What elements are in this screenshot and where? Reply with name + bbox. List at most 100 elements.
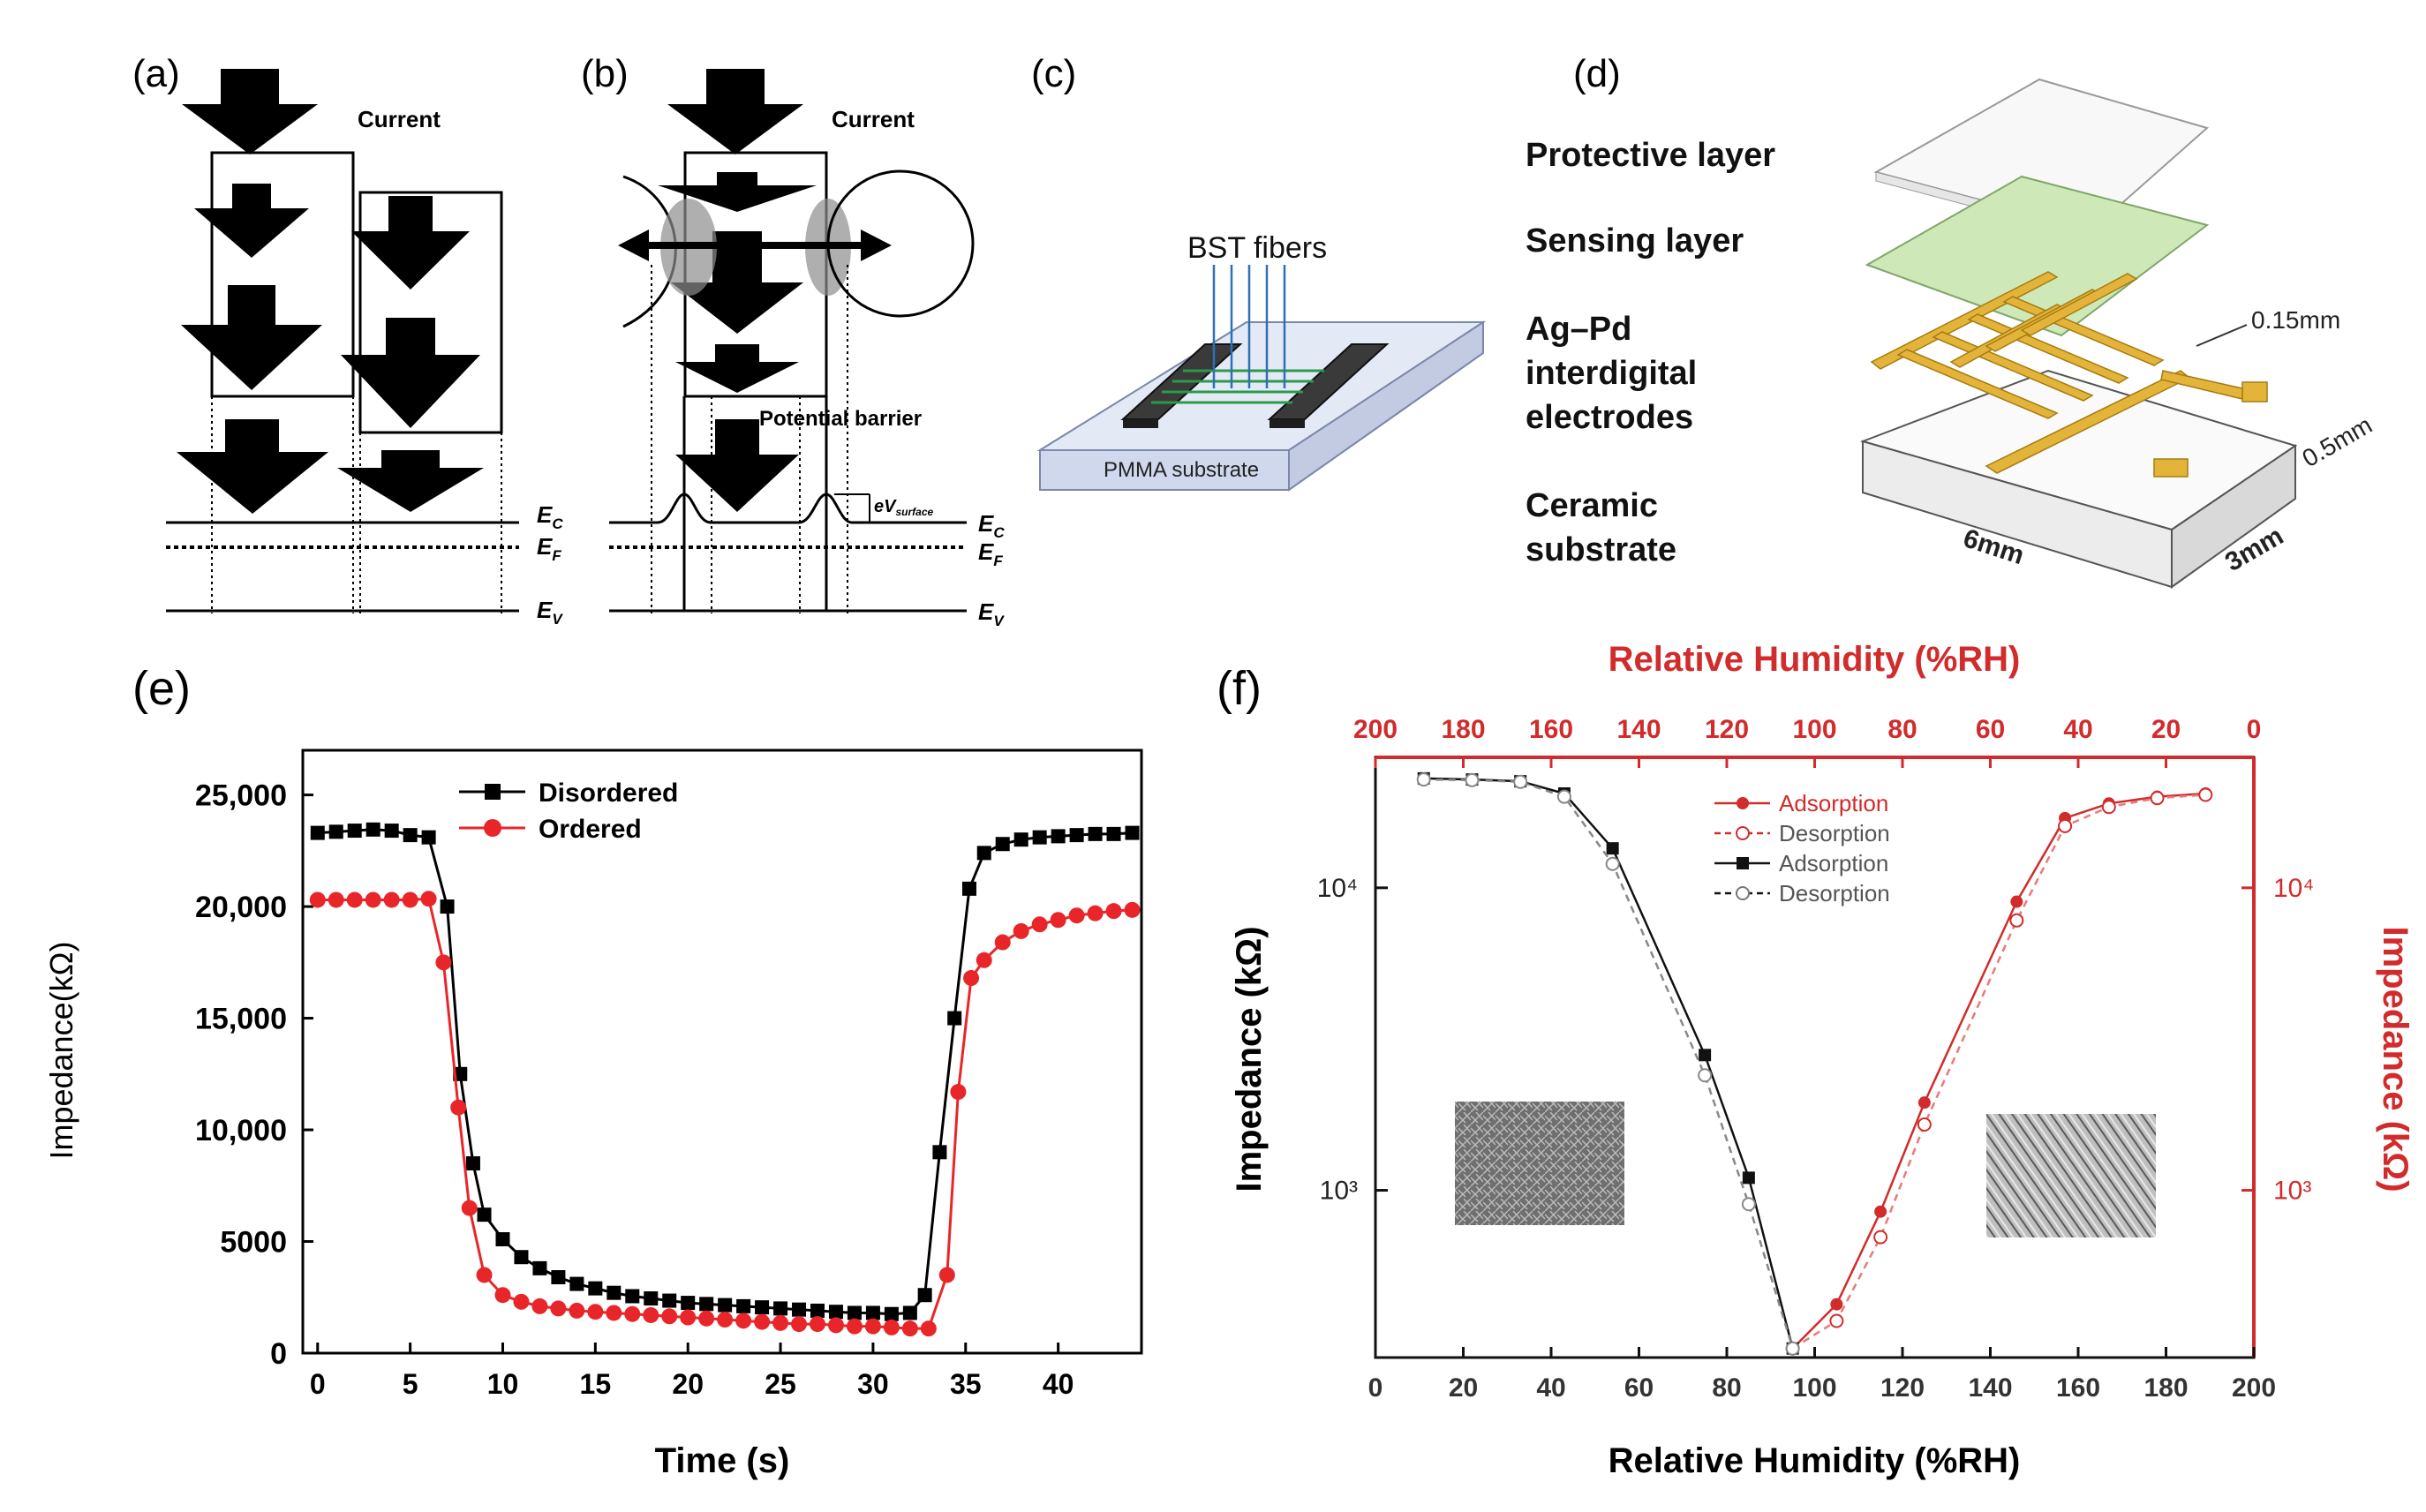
current-label-b: Current [832, 106, 915, 132]
electrode-label-1: Ag–Pd [1526, 311, 1631, 348]
data-point-ordered [643, 1306, 659, 1323]
y-tick-label-e: 25,000 [195, 779, 287, 813]
bst-fibers-green [1151, 369, 1324, 404]
interdigital-electrodes [1870, 271, 2268, 478]
data-point-ordered [1050, 912, 1066, 929]
data-point-f-0 [1917, 1096, 1931, 1110]
data-point-ordered [938, 1267, 955, 1283]
legend-disordered: Disordered [539, 779, 678, 808]
potential-barrier-label: Potential barrier [759, 407, 922, 431]
electrode-label-3: electrodes [1526, 399, 1693, 436]
grain-box-right [358, 191, 503, 434]
ec-barrier-line [609, 493, 967, 524]
legend-e: Disordered Ordered [459, 779, 678, 844]
x2-tick-label-f: 200 [1353, 715, 1398, 744]
current-label: Current [358, 106, 441, 132]
y-axis-title-e: Impedance(kΩ) [43, 941, 79, 1159]
data-point-disordered [625, 1289, 640, 1304]
panel-e-chart: (e) 0 5 10 15 20 25 30 35 40 0 5000 10,000 15,000 20… [43, 662, 1143, 1480]
x-tick-label-e: 30 [857, 1368, 889, 1400]
ef-label: EF [537, 533, 561, 564]
x2-tick-label-f: 60 [1976, 715, 2005, 744]
data-point-disordered [569, 1276, 584, 1291]
data-point-ordered [587, 1304, 604, 1320]
data-point-disordered [932, 1145, 947, 1160]
ev-surface-label: eVsurface [874, 497, 933, 518]
y-tick-label-e: 20,000 [195, 891, 287, 924]
data-point-f-1 [2198, 787, 2213, 802]
data-point-ordered [950, 1084, 967, 1101]
x2-ticks-f: 200 180 160 140 120 100 80 60 40 20 0 [1353, 715, 2261, 768]
data-point-disordered [606, 1285, 622, 1300]
x-tick-label-e: 0 [310, 1368, 326, 1400]
x-tick-label-f: 20 [1449, 1373, 1478, 1403]
data-point-ordered [698, 1310, 715, 1327]
x-tick-label-f: 80 [1712, 1373, 1741, 1403]
x2-tick-label-f: 20 [2151, 715, 2181, 744]
data-point-ordered [735, 1313, 752, 1329]
data-point-ordered [569, 1302, 585, 1319]
x-tick-label-f: 180 [2143, 1373, 2188, 1403]
data-point-disordered [403, 828, 418, 843]
data-point-ordered [791, 1316, 808, 1333]
data-point-f-1 [2101, 800, 2116, 815]
data-point-ordered [846, 1318, 863, 1335]
data-point-ordered [461, 1200, 478, 1216]
data-point-disordered [477, 1207, 492, 1222]
x-tick-label-f: 140 [1968, 1373, 2012, 1403]
data-point-f-1 [2009, 913, 2024, 928]
data-point-disordered [328, 824, 343, 839]
data-point-disordered [440, 899, 455, 914]
data-point-disordered [681, 1296, 696, 1311]
y-axis-title-f: Impedance (kΩ) [1230, 926, 1269, 1192]
data-point-ordered [717, 1312, 734, 1328]
data-point-disordered [755, 1300, 770, 1315]
current-arrows [177, 69, 484, 514]
data-point-disordered [495, 1231, 510, 1246]
protective-layer-label: Protective layer [1526, 137, 1775, 174]
data-point-f-1 [2058, 818, 2073, 833]
data-point-ordered [309, 891, 326, 908]
data-point-ordered [346, 891, 363, 908]
data-point-ordered [963, 970, 980, 987]
data-point-disordered [532, 1260, 547, 1275]
data-point-disordered [947, 1011, 962, 1026]
panel-f-label: (f) [1217, 662, 1262, 715]
x2-tick-label-f: 40 [2063, 715, 2092, 744]
data-point-f-3 [1785, 1341, 1800, 1356]
ceramic-label-1: Ceramic [1526, 487, 1658, 524]
x2-tick-label-f: 0 [2247, 715, 2262, 744]
data-point-f-3 [1513, 774, 1528, 789]
plot-frame-f [1374, 756, 2256, 1359]
data-point-ordered [864, 1318, 881, 1335]
x2-tick-label-f: 180 [1441, 715, 1485, 744]
data-point-disordered [1051, 829, 1066, 844]
data-point-f-2 [1699, 1049, 1712, 1062]
data-point-ordered [420, 891, 437, 907]
x-axis-title-f: Relative Humidity (%RH) [1609, 1441, 2021, 1480]
data-point-disordered [514, 1250, 529, 1265]
data-point-f-2 [1606, 842, 1619, 855]
data-point-f-2 [1742, 1171, 1755, 1185]
y2-tick-label-f: 10⁴ [2273, 874, 2314, 903]
ec-label: EC [537, 501, 563, 532]
grain-box-left [210, 151, 355, 398]
series-line-f-3 [1423, 778, 1794, 1350]
sensing-layer-sheet [1865, 175, 2210, 337]
panel-f-chart: (f) 0 20 40 60 80 100 120 140 160 180 200 200 180 16… [1217, 640, 2415, 1480]
data-point-disordered [644, 1291, 659, 1306]
x-tick-label-f: 60 [1624, 1373, 1654, 1403]
panel-e-label: (e) [132, 662, 191, 715]
data-point-ordered [772, 1314, 789, 1331]
data-point-ordered [1068, 907, 1085, 924]
panel-a: (a) Current EC EF EV [132, 52, 563, 628]
data-point-ordered [976, 952, 992, 968]
electrode-label-2: interdigital [1526, 355, 1697, 392]
data-point-disordered [884, 1306, 899, 1321]
legend-ordered: Ordered [539, 815, 642, 844]
panel-a-label: (a) [132, 52, 180, 95]
legend-f-3: Adsorption [1779, 850, 1888, 876]
sem-inset-disordered [1455, 1102, 1624, 1225]
data-point-disordered [718, 1298, 733, 1313]
